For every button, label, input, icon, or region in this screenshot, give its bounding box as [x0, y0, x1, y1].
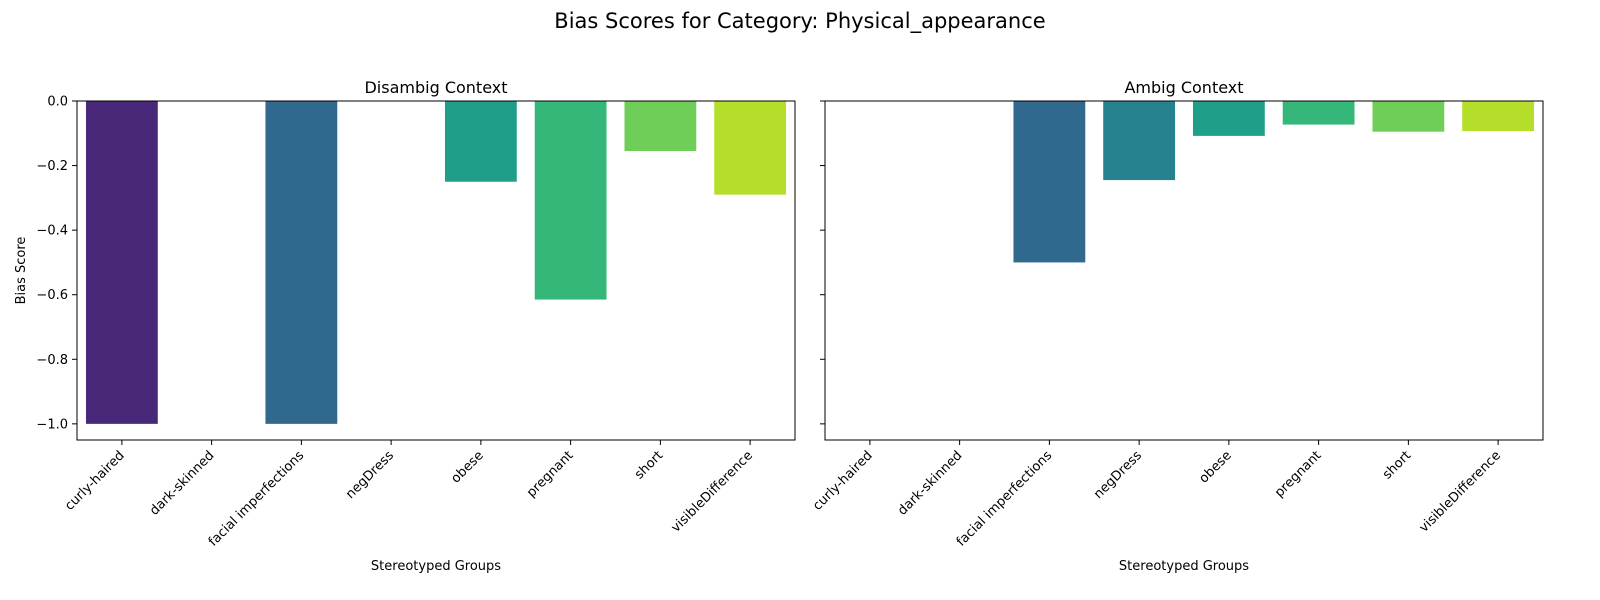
bar-short [1372, 101, 1445, 132]
x-axis-label: Stereotyped Groups [371, 559, 501, 574]
x-tick-label: curly-haired [62, 448, 128, 514]
y-tick-label: −0.2 [36, 159, 68, 174]
x-tick-label: facial imperfections [954, 448, 1055, 549]
axes-frame [76, 100, 796, 441]
x-axis-label: Stereotyped Groups [1119, 559, 1249, 574]
y-tick-label: −1.0 [36, 417, 68, 432]
bar-obese [444, 101, 517, 182]
bar-visibleDifference [714, 101, 787, 195]
x-tick-label: pregnant [524, 448, 576, 500]
x-tick-label: negDress [1091, 448, 1145, 502]
bar-curly-haired [85, 101, 158, 424]
panel-ambig: Ambig Context curly-haired dark-skinnedfac… [810, 78, 1544, 574]
x-tick-label: dark-skinned [895, 448, 965, 518]
bar-pregnant [1282, 101, 1355, 125]
x-tick-label: facial imperfections [206, 448, 307, 549]
bar-facial-imperfections [265, 101, 338, 424]
x-tick-label: visibleDifference [1417, 448, 1504, 535]
bar-visibleDifference [1462, 101, 1535, 132]
bar-pregnant [534, 101, 607, 300]
figure-title: Bias Scores for Category: Physical_appea… [554, 9, 1045, 34]
x-tick-label: short [1380, 448, 1414, 482]
x-tick-label: pregnant [1272, 448, 1324, 500]
panel-disambig: Disambig Context 0.0 −0.2 −0.4 −0.6 −0.8 −1.0 c… [14, 78, 796, 574]
x-tick-label: dark-skinned [147, 448, 217, 518]
y-tick-label: −0.6 [36, 288, 68, 303]
x-tick-label: visibleDifference [669, 448, 756, 535]
x-tick-label: obese [449, 448, 487, 486]
y-tick-label: −0.4 [36, 224, 68, 239]
x-tick-label: obese [1197, 448, 1235, 486]
x-tick-label: curly-haired [810, 448, 876, 514]
bar-obese [1192, 101, 1265, 136]
bar-facial-imperfections [1013, 101, 1086, 263]
y-tick-label: 0.0 [47, 95, 68, 110]
panel-title: Disambig Context [364, 78, 507, 97]
panel-title: Ambig Context [1124, 78, 1243, 97]
axes-frame [824, 100, 1544, 441]
bar-negDress [1103, 101, 1176, 181]
x-tick-label: negDress [343, 448, 397, 502]
bar-short [624, 101, 697, 152]
y-tick-label: −0.8 [36, 353, 68, 368]
x-tick-label: short [632, 448, 666, 482]
y-axis-label: Bias Score [14, 237, 29, 305]
